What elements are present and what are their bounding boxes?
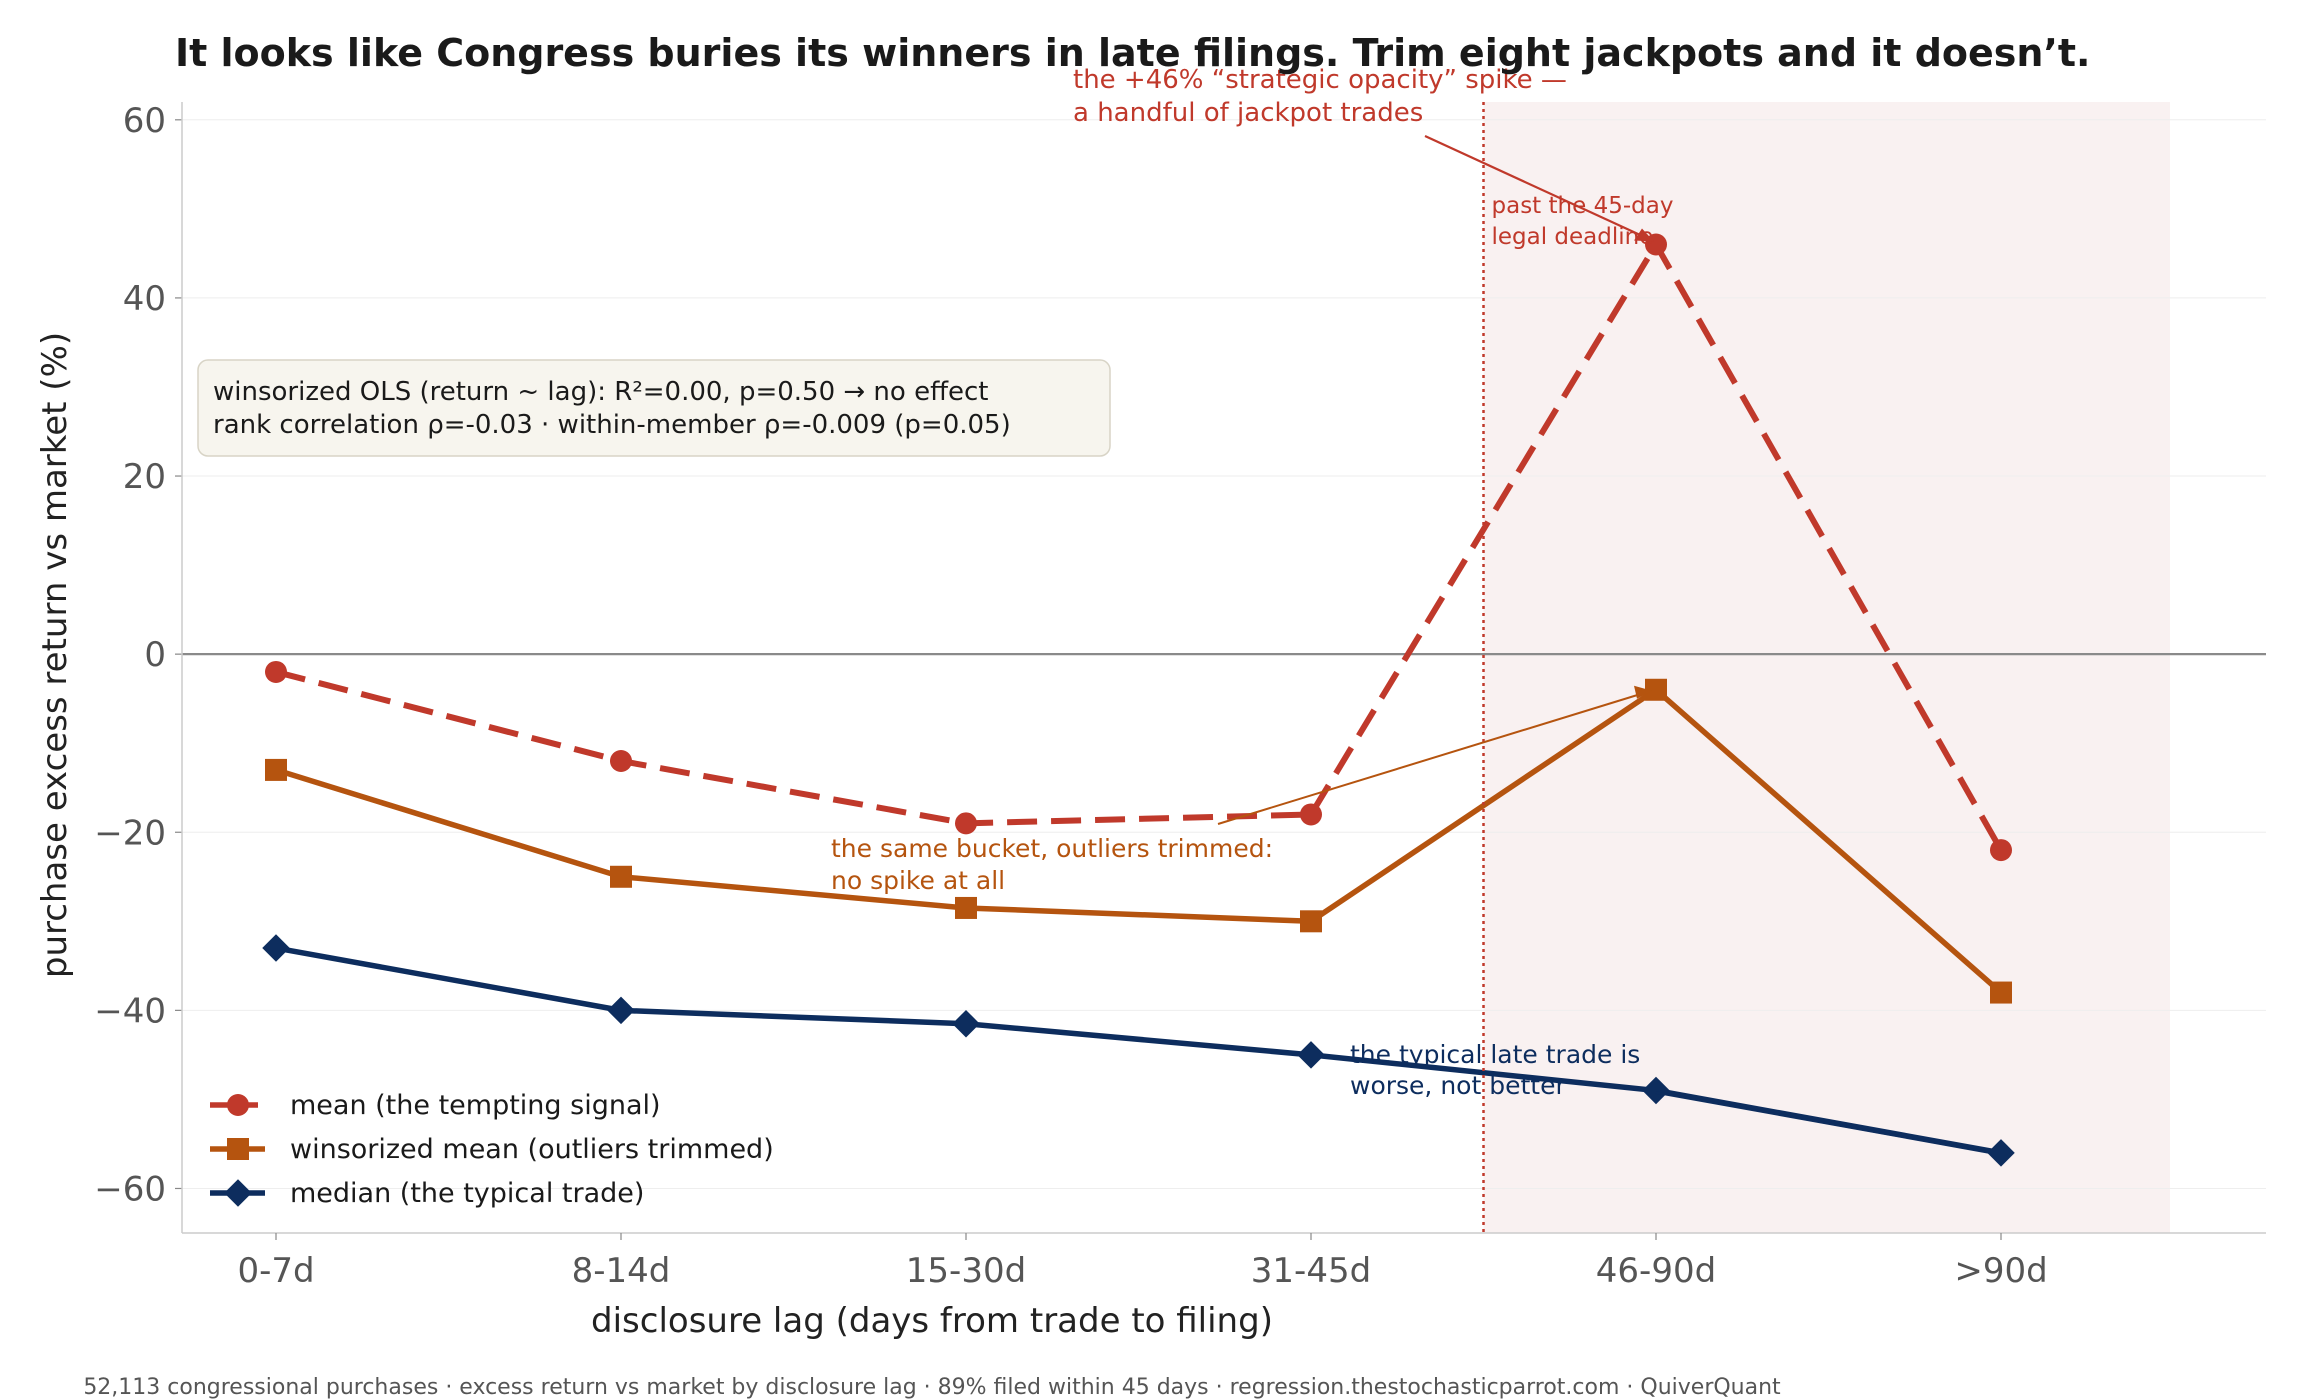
x-tick-label: 8-14d <box>572 1251 671 1291</box>
legend: mean (the tempting signal) winsorized mea… <box>210 1090 774 1209</box>
data-point <box>265 758 287 781</box>
data-point <box>952 1009 980 1038</box>
annotation-median: worse, not better <box>1350 1071 1566 1100</box>
series-line <box>275 687 2003 995</box>
stats-box: winsorized OLS (return ~ lag): R²=0.00, … <box>197 359 1111 457</box>
late-filing-region <box>1483 102 2170 1233</box>
y-tick-label: −60 <box>94 1169 166 1209</box>
data-point <box>1987 1139 2015 1167</box>
data-point <box>227 1138 249 1160</box>
data-point <box>607 996 635 1025</box>
data-point <box>1297 1041 1325 1069</box>
data-point <box>955 896 977 919</box>
annotation-median: the typical late trade is <box>1350 1040 1640 1069</box>
data-point <box>262 934 290 962</box>
data-point <box>955 812 977 835</box>
annotation-arrow <box>1217 690 1649 825</box>
y-tick-label: −40 <box>94 991 166 1031</box>
x-tick-label: 46-90d <box>1596 1251 1716 1291</box>
data-point <box>224 1179 252 1207</box>
annotation-spike: a handful of jackpot trades <box>1073 98 1423 128</box>
x-tick-label: 31-45d <box>1251 1251 1371 1291</box>
data-point <box>1300 910 1322 933</box>
data-point <box>265 660 287 683</box>
legend-label: median (the typical trade) <box>290 1178 644 1209</box>
stats-line-1: winsorized OLS (return ~ lag): R²=0.00, … <box>213 377 988 407</box>
arrow-head <box>1634 685 1652 699</box>
footer-note: 52,113 congressional purchases · excess … <box>83 1375 1781 1400</box>
y-tick-label: 20 <box>123 457 166 497</box>
y-tick-label: 60 <box>123 101 166 141</box>
annotation-trimmed: the same bucket, outliers trimmed: <box>831 834 1273 863</box>
data-point <box>610 750 632 773</box>
data-point <box>1990 981 2012 1004</box>
stats-line-2: rank correlation ρ=-0.03 · within-member… <box>213 410 1011 440</box>
x-tick-label: 0-7d <box>237 1251 314 1291</box>
data-point <box>1642 1076 1670 1105</box>
data-point <box>1645 678 1667 701</box>
annotation-arrow <box>1655 1091 1992 1155</box>
y-axis-label: purchase excess return vs market (%) <box>35 332 75 978</box>
data-point <box>1300 803 1322 826</box>
chart-title: It looks like Congress buries its winner… <box>175 31 2091 75</box>
data-point <box>610 865 632 888</box>
deadline-label: legal deadline <box>1492 224 1654 250</box>
arrow-head <box>1634 228 1654 242</box>
x-axis-label: disclosure lag (days from trade to filin… <box>591 1301 1273 1341</box>
y-tick-label: −20 <box>94 813 166 853</box>
annotation-spike: the +46% “strategic opacity” spike — <box>1073 65 1567 95</box>
data-point <box>227 1094 249 1116</box>
legend-label: winsorized mean (outliers trimmed) <box>290 1134 774 1165</box>
annotation-arrow <box>1424 135 1651 241</box>
y-tick-label: 0 <box>144 635 166 675</box>
deadline-label: past the 45-day <box>1492 193 1674 219</box>
series-line <box>275 945 2002 1156</box>
legend-label: mean (the tempting signal) <box>290 1090 661 1121</box>
y-tick-label: 40 <box>123 279 166 319</box>
x-tick-label: 15-30d <box>906 1251 1026 1291</box>
data-point <box>1990 839 2012 862</box>
x-tick-label: >90d <box>1954 1251 2047 1291</box>
annotation-trimmed: no spike at all <box>831 866 1005 895</box>
